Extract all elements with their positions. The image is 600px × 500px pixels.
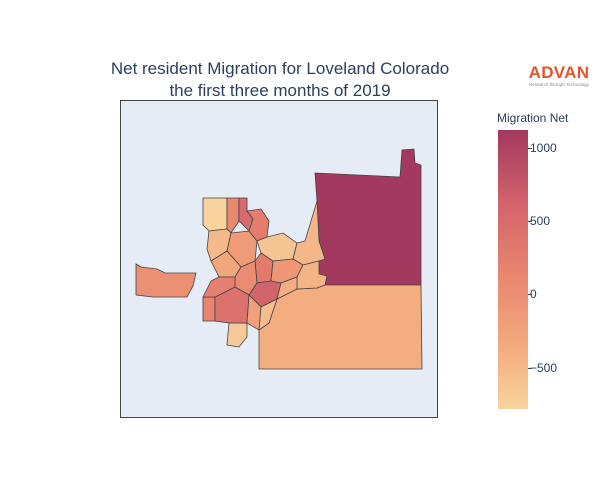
region-central-n-a[interactable] — [202, 197, 228, 232]
title-line-1: Net resident Migration for Loveland Colo… — [110, 59, 450, 78]
region-central-n-b[interactable] — [226, 197, 240, 234]
logo-tagline: Research through Technology — [529, 82, 589, 87]
region-southeast[interactable] — [258, 284, 423, 370]
region-central-c5[interactable] — [276, 276, 298, 300]
region-northeast[interactable] — [314, 148, 422, 286]
region-west[interactable] — [135, 263, 197, 298]
region-central-c6[interactable] — [202, 276, 236, 298]
region-central-se[interactable] — [258, 298, 278, 331]
colorbar-tick-label: 1000 — [530, 140, 557, 155]
colorbar-gradient — [498, 130, 528, 409]
colorbar-tick-label: 500 — [530, 214, 551, 229]
title-line-2: the first three months of 2019 — [169, 81, 391, 100]
colorbar-tick-mark — [528, 294, 532, 296]
colorbar-tick-mark — [528, 367, 532, 369]
region-central-sw-b[interactable] — [202, 296, 216, 322]
region-central-sw[interactable] — [226, 322, 248, 348]
colorbar-title: Migration Net — [497, 111, 569, 125]
chart-title: Net resident Migration for Loveland Colo… — [80, 58, 480, 102]
advan-logo: ADVAN Research through Technology — [524, 64, 594, 88]
colorbar-tick-mark — [528, 147, 532, 149]
colorbar-tick-label: 0 — [530, 287, 537, 302]
colorbar-tick-label: −500 — [530, 360, 558, 375]
map-plot-area[interactable] — [120, 100, 438, 418]
region-layer — [135, 148, 423, 370]
colorbar-tick-mark — [528, 221, 532, 223]
logo-wordmark: ADVAN — [528, 63, 590, 82]
